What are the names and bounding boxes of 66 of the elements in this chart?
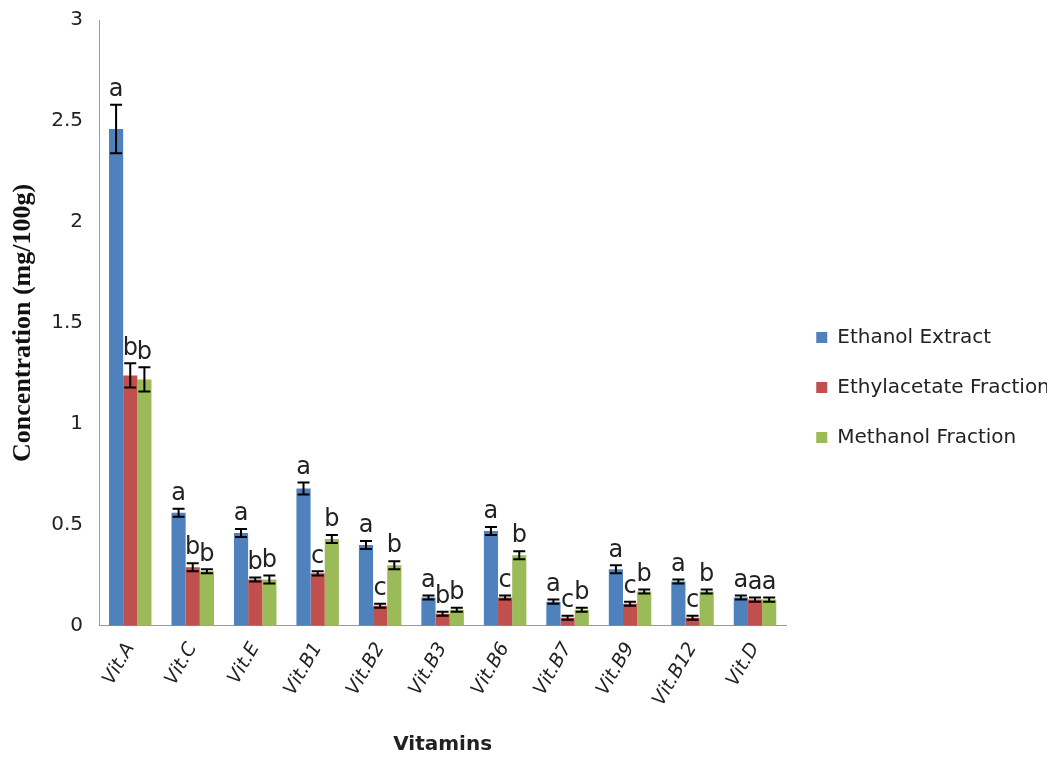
- data-label: b: [324, 504, 340, 533]
- bar: [358, 545, 374, 626]
- bar: [199, 571, 214, 626]
- y-axis-title: Concentration (mg/100g): [7, 183, 37, 462]
- data-label: b: [199, 538, 215, 567]
- y-tick-label: 0.5: [51, 511, 84, 536]
- y-tick-label: 3: [70, 6, 84, 31]
- data-label: b: [261, 544, 277, 573]
- bar: [109, 129, 124, 626]
- bar: [171, 512, 186, 626]
- data-label: a: [733, 564, 749, 593]
- bar: [546, 601, 561, 626]
- data-label: b: [247, 546, 263, 575]
- data-label: a: [671, 548, 686, 577]
- data-label: a: [546, 568, 561, 597]
- bar: [387, 565, 402, 626]
- bar: [123, 375, 138, 626]
- bar: [296, 488, 311, 626]
- data-label: b: [122, 332, 138, 361]
- y-tick-label: 2.5: [51, 107, 84, 132]
- legend-label: Ethanol Extract: [837, 323, 992, 348]
- data-label: a: [171, 477, 186, 506]
- bar: [324, 539, 339, 626]
- bar: [421, 597, 436, 626]
- data-label: b: [574, 576, 590, 605]
- data-label: b: [136, 336, 153, 365]
- bar: [310, 573, 325, 626]
- bar: [699, 591, 714, 626]
- data-label: c: [685, 585, 700, 613]
- data-label: a: [761, 566, 777, 595]
- bar: [248, 579, 263, 626]
- data-label: c: [373, 572, 387, 601]
- bar: [512, 555, 527, 626]
- data-label: a: [608, 534, 624, 563]
- bar: [185, 567, 200, 626]
- data-label: a: [296, 451, 311, 480]
- bar: [637, 591, 652, 626]
- x-axis-title: Vitamins: [393, 731, 493, 756]
- data-label: b: [449, 576, 465, 605]
- data-label: c: [623, 570, 637, 599]
- data-label: b: [185, 532, 201, 561]
- data-label: c: [498, 564, 512, 593]
- bar: [483, 530, 499, 626]
- data-label: a: [233, 498, 249, 527]
- data-label: a: [747, 566, 763, 595]
- data-label: a: [421, 564, 436, 593]
- bar: [608, 569, 623, 626]
- bar: [137, 379, 152, 626]
- data-label: a: [108, 74, 124, 103]
- y-tick-label: 1: [70, 410, 84, 435]
- data-label: b: [699, 558, 715, 587]
- data-label: b: [511, 520, 527, 549]
- data-label: c: [311, 540, 325, 569]
- bar: [233, 532, 249, 626]
- data-label: b: [636, 558, 652, 587]
- y-tick-label: 1.5: [51, 309, 84, 334]
- data-label: a: [358, 510, 374, 539]
- data-label: b: [386, 530, 402, 559]
- y-tick-label: 0: [70, 612, 84, 637]
- data-label: a: [483, 496, 499, 525]
- y-tick-label: 2: [70, 208, 84, 233]
- data-label: b: [435, 580, 451, 609]
- legend-label: Methanol Fraction: [837, 423, 1017, 448]
- bar: [671, 581, 686, 626]
- data-label: c: [560, 585, 575, 613]
- bar: [262, 579, 277, 626]
